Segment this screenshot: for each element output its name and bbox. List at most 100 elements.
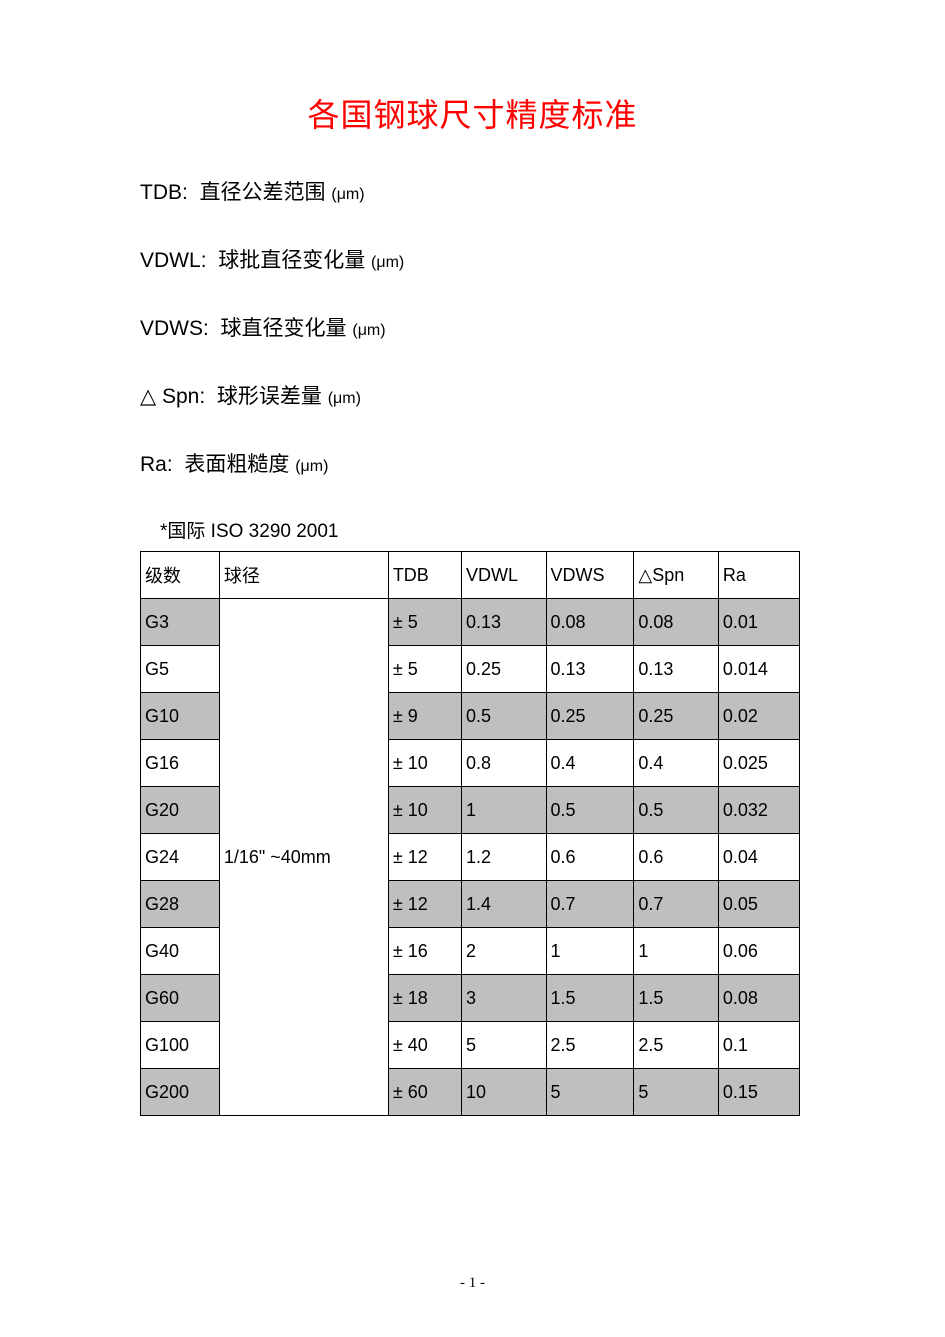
definition-unit: (μm) [328,390,361,407]
cell-vdws: 0.6 [546,834,634,881]
table-caption: *国际 ISO 3290 2001 [160,516,805,543]
cell-grade: G200 [141,1069,220,1116]
cell-spn: 0.7 [634,881,718,928]
spec-table-body: G3 1/16" ~40mm ± 5 0.13 0.08 0.08 0.01 G… [141,599,800,1116]
cell-spn: 1 [634,928,718,975]
cell-spn: 0.08 [634,599,718,646]
cell-vdws: 1.5 [546,975,634,1022]
cell-vdws: 0.08 [546,599,634,646]
cell-spn: 1.5 [634,975,718,1022]
definition-line: Ra: 表面粗糙度 (μm) [140,448,805,478]
cell-vdwl: 0.25 [462,646,546,693]
definition-symbol: VDWS [140,317,203,340]
col-head-vdwl: VDWL [462,552,546,599]
cell-tdb: ± 16 [388,928,461,975]
col-head-spn: △Spn [634,552,718,599]
definition-line: VDWS: 球直径变化量 (μm) [140,312,805,342]
cell-vdws: 0.7 [546,881,634,928]
cell-grade: G60 [141,975,220,1022]
cell-vdws: 0.5 [546,787,634,834]
cell-ra: 0.032 [718,787,799,834]
cell-vdwl: 0.13 [462,599,546,646]
cell-grade: G10 [141,693,220,740]
document-page: 各国钢球尺寸精度标准 TDB: 直径公差范围 (μm) VDWL: 球批直径变化… [0,0,945,1116]
definition-sep: : [182,181,188,204]
cell-ra: 0.05 [718,881,799,928]
cell-spn: 5 [634,1069,718,1116]
definition-unit: (μm) [371,254,404,271]
cell-vdwl: 2 [462,928,546,975]
cell-vdwl: 3 [462,975,546,1022]
definition-symbol: VDWL [140,249,201,272]
col-head-vdws: VDWS [546,552,634,599]
col-head-tdb: TDB [388,552,461,599]
cell-vdws: 1 [546,928,634,975]
definitions-block: TDB: 直径公差范围 (μm) VDWL: 球批直径变化量 (μm) VDWS… [140,176,805,478]
definition-desc: 球直径变化量 [221,317,347,340]
cell-ra: 0.025 [718,740,799,787]
cell-grade: G5 [141,646,220,693]
cell-tdb: ± 10 [388,740,461,787]
spec-table: 级数 球径 TDB VDWL VDWS △Spn Ra G3 1/16" ~40… [140,551,800,1116]
cell-grade: G40 [141,928,220,975]
cell-vdwl: 1 [462,787,546,834]
cell-grade: G20 [141,787,220,834]
cell-tdb: ± 12 [388,834,461,881]
col-head-diameter: 球径 [219,552,388,599]
cell-diameter-span: 1/16" ~40mm [219,599,388,1116]
definition-line: △ Spn: 球形误差量 (μm) [140,380,805,410]
cell-vdwl: 5 [462,1022,546,1069]
cell-grade: G3 [141,599,220,646]
cell-ra: 0.04 [718,834,799,881]
definition-desc: 球形误差量 [217,385,322,408]
cell-spn: 0.25 [634,693,718,740]
cell-tdb: ± 5 [388,599,461,646]
cell-ra: 0.08 [718,975,799,1022]
cell-vdwl: 1.2 [462,834,546,881]
col-head-ra: Ra [718,552,799,599]
cell-tdb: ± 12 [388,881,461,928]
definition-sep: : [201,249,207,272]
cell-vdws: 0.13 [546,646,634,693]
cell-spn: 0.13 [634,646,718,693]
cell-ra: 0.01 [718,599,799,646]
cell-vdwl: 10 [462,1069,546,1116]
cell-tdb: ± 40 [388,1022,461,1069]
definition-unit: (μm) [352,322,385,339]
cell-grade: G28 [141,881,220,928]
definition-sep: : [203,317,209,340]
definition-symbol: TDB [140,181,182,204]
definition-line: VDWL: 球批直径变化量 (μm) [140,244,805,274]
cell-grade: G24 [141,834,220,881]
cell-grade: G16 [141,740,220,787]
cell-tdb: ± 5 [388,646,461,693]
cell-vdws: 2.5 [546,1022,634,1069]
definition-desc: 直径公差范围 [200,181,326,204]
cell-vdwl: 1.4 [462,881,546,928]
page-title: 各国钢球尺寸精度标准 [140,90,805,136]
definition-line: TDB: 直径公差范围 (μm) [140,176,805,206]
definition-symbol: △ Spn [140,385,199,408]
cell-grade: G100 [141,1022,220,1069]
col-head-grade: 级数 [141,552,220,599]
definition-sep: : [199,385,205,408]
cell-tdb: ± 9 [388,693,461,740]
definition-symbol: Ra [140,453,167,476]
cell-vdws: 5 [546,1069,634,1116]
cell-tdb: ± 18 [388,975,461,1022]
cell-spn: 0.4 [634,740,718,787]
cell-spn: 0.5 [634,787,718,834]
cell-ra: 0.15 [718,1069,799,1116]
cell-ra: 0.06 [718,928,799,975]
page-number: - 1 - [0,1275,945,1292]
cell-vdws: 0.4 [546,740,634,787]
table-header-row: 级数 球径 TDB VDWL VDWS △Spn Ra [141,552,800,599]
cell-ra: 0.02 [718,693,799,740]
cell-spn: 2.5 [634,1022,718,1069]
cell-vdwl: 0.8 [462,740,546,787]
table-row: G3 1/16" ~40mm ± 5 0.13 0.08 0.08 0.01 [141,599,800,646]
definition-sep: : [167,453,173,476]
cell-spn: 0.6 [634,834,718,881]
cell-tdb: ± 60 [388,1069,461,1116]
definition-unit: (μm) [295,458,328,475]
